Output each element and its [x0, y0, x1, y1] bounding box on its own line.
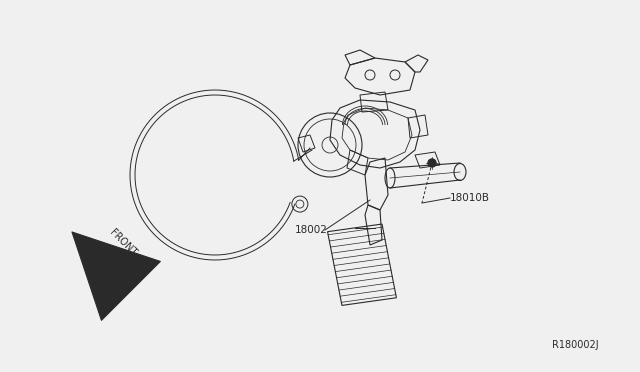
Circle shape	[428, 159, 436, 167]
Text: 18010B: 18010B	[450, 193, 490, 203]
Circle shape	[429, 160, 435, 166]
Text: R180002J: R180002J	[552, 340, 598, 350]
Text: FRONT: FRONT	[108, 227, 139, 258]
Text: 18002: 18002	[295, 225, 328, 235]
